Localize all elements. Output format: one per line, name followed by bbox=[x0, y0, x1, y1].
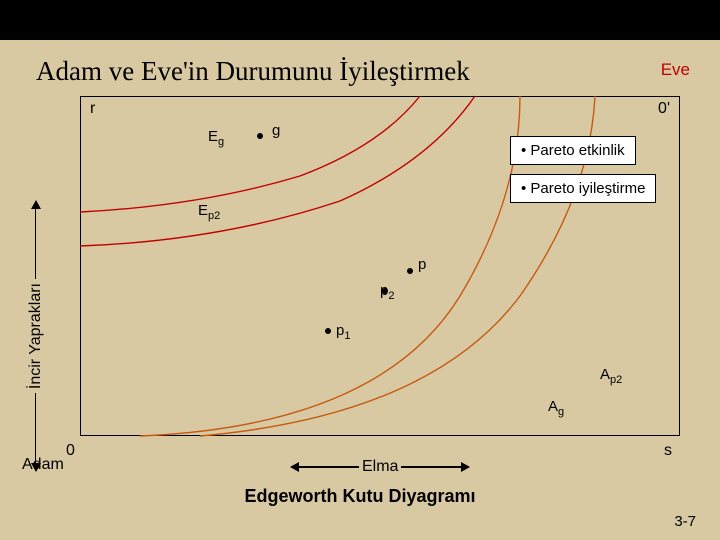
y-axis-line bbox=[35, 209, 37, 279]
arrow-up-icon bbox=[31, 200, 41, 209]
label-Ep2-main: E bbox=[198, 202, 208, 219]
top-bar bbox=[0, 0, 720, 40]
callout-pareto-improve: • Pareto iyileştirme bbox=[510, 174, 656, 203]
label-Ep2-sub: p2 bbox=[208, 210, 220, 222]
point-p1 bbox=[325, 328, 331, 334]
label-p2: p2 bbox=[380, 282, 394, 302]
label-Ap2-main: A bbox=[600, 366, 610, 383]
label-Ep2: Ep2 bbox=[198, 202, 220, 222]
label-p2-sub: 2 bbox=[388, 290, 394, 302]
diagram-caption: Edgeworth Kutu Diyagramı bbox=[0, 486, 720, 507]
curve-Ag bbox=[140, 96, 520, 436]
eve-corner-label: Eve bbox=[661, 60, 690, 80]
label-Eg-main: E bbox=[208, 128, 218, 145]
callout-pareto-efficiency-text: Pareto etkinlik bbox=[530, 142, 624, 159]
x-axis-label: Elma bbox=[362, 458, 398, 476]
label-p1: p1 bbox=[336, 322, 350, 342]
x-axis-line bbox=[401, 466, 461, 468]
y-axis-group: İncir Yaprakları bbox=[8, 200, 63, 472]
arrow-left-icon bbox=[290, 462, 299, 472]
corner-zero-prime: 0' bbox=[658, 100, 670, 118]
curve-Eg bbox=[80, 96, 420, 212]
slide-title: Adam ve Eve'in Durumunu İyileştirmek bbox=[36, 56, 470, 87]
label-g: g bbox=[272, 122, 280, 139]
callout-pareto-improve-text: Pareto iyileştirme bbox=[530, 180, 645, 197]
y-axis-line bbox=[35, 393, 37, 463]
y-axis-label: İncir Yaprakları bbox=[27, 283, 45, 389]
label-Eg: Eg bbox=[208, 128, 224, 148]
origin-zero: 0 bbox=[66, 442, 75, 460]
label-Ag-main: A bbox=[548, 398, 558, 415]
label-Ag: Ag bbox=[548, 398, 564, 418]
callout-pareto-efficiency: • Pareto etkinlik bbox=[510, 136, 636, 165]
point-p bbox=[407, 268, 413, 274]
edgeworth-box: r 0' Eg g Ep2 p p2 p1 Ap2 Ag • Pareto et… bbox=[80, 96, 680, 436]
corner-s: s bbox=[664, 442, 672, 460]
label-Ap2-sub: p2 bbox=[610, 374, 622, 386]
title-text: Adam ve Eve'in Durumunu İyileştirmek bbox=[36, 56, 470, 86]
label-p: p bbox=[418, 256, 426, 273]
corner-r: r bbox=[90, 100, 95, 118]
x-axis-line bbox=[299, 466, 359, 468]
label-p1-sub: 1 bbox=[344, 330, 350, 342]
arrow-right-icon bbox=[461, 462, 470, 472]
point-g bbox=[257, 133, 263, 139]
page-number: 3-7 bbox=[674, 513, 696, 530]
x-axis-group: Elma bbox=[290, 458, 470, 476]
label-Ag-sub: g bbox=[558, 406, 564, 418]
label-Eg-sub: g bbox=[218, 136, 224, 148]
adam-label: Adam bbox=[22, 456, 64, 474]
curve-Ep2 bbox=[80, 96, 475, 246]
label-Ap2: Ap2 bbox=[600, 366, 622, 386]
